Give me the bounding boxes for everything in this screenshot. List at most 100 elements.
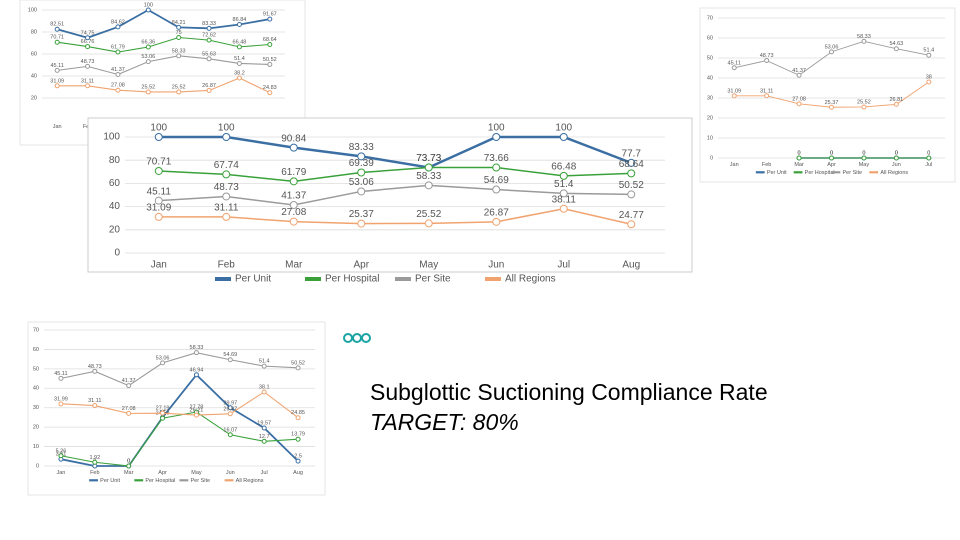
data-label: 50.52 xyxy=(263,57,277,63)
legend-label: Per Hospital xyxy=(145,478,175,484)
data-label: 2.5 xyxy=(294,454,302,460)
data-point xyxy=(295,365,301,371)
chart-background xyxy=(87,117,693,273)
legend-swatch xyxy=(224,479,234,482)
data-label: 66.48 xyxy=(233,39,247,45)
data-point xyxy=(206,37,212,43)
x-tick-label: Jul xyxy=(557,260,570,271)
data-label: 31.09 xyxy=(727,88,741,94)
y-tick-label: 30 xyxy=(33,405,39,411)
data-point xyxy=(126,383,132,389)
data-label: 51.4 xyxy=(259,359,270,365)
x-tick-label: Apr xyxy=(827,162,836,168)
data-point xyxy=(559,189,568,198)
y-tick-label: 40 xyxy=(31,73,37,79)
data-label: 91.67 xyxy=(263,12,277,18)
slide-title: Subglottic Suctioning Compliance Rate xyxy=(370,379,768,405)
legend-swatch xyxy=(134,479,144,482)
data-label: 0 xyxy=(127,459,130,465)
y-tick-label: 100 xyxy=(103,132,120,143)
data-point xyxy=(193,372,199,378)
data-label: 83.33 xyxy=(349,142,374,153)
y-tick-label: 40 xyxy=(707,75,713,81)
data-point xyxy=(492,185,501,194)
data-point xyxy=(267,90,273,96)
data-point xyxy=(295,415,301,421)
data-point xyxy=(154,196,163,205)
data-point xyxy=(222,192,231,201)
data-point xyxy=(54,26,60,32)
series-line xyxy=(60,373,299,467)
logo xyxy=(343,333,371,343)
data-point xyxy=(227,432,233,438)
data-label: 27.08 xyxy=(122,406,136,412)
series-line xyxy=(56,8,270,39)
legend-swatch xyxy=(179,479,189,482)
data-point xyxy=(295,458,301,464)
series-line xyxy=(158,166,632,183)
data-label: 24.83 xyxy=(263,85,277,91)
data-label: 0 xyxy=(127,459,130,465)
data-point xyxy=(206,87,212,93)
data-label: 100 xyxy=(555,123,572,134)
data-label: 77.7 xyxy=(622,149,642,160)
legend-swatch xyxy=(305,277,321,281)
data-label: 25.37 xyxy=(349,209,374,220)
data-label: 0 xyxy=(830,151,833,157)
data-label: 27.08 xyxy=(792,96,806,102)
y-tick-label: 100 xyxy=(28,7,37,13)
legend-swatch xyxy=(485,277,501,281)
data-point xyxy=(926,155,932,161)
data-label: 41.37 xyxy=(111,67,125,73)
data-label: 74.75 xyxy=(81,30,95,36)
data-label: 25.52 xyxy=(141,84,155,90)
data-point xyxy=(85,63,91,69)
data-label: 26.87 xyxy=(202,83,216,89)
series-line xyxy=(60,411,299,467)
x-tick-label: Jul xyxy=(261,470,268,476)
data-point xyxy=(115,49,121,55)
x-tick-label: Mar xyxy=(124,470,134,476)
data-point xyxy=(627,190,636,199)
data-point xyxy=(126,463,132,469)
y-tick-label: 70 xyxy=(33,327,39,333)
data-point xyxy=(627,220,636,229)
data-point xyxy=(829,155,834,161)
data-label: 24.77 xyxy=(619,210,644,221)
x-tick-label: Aug xyxy=(622,260,640,271)
y-tick-label: 10 xyxy=(707,135,713,141)
data-point xyxy=(145,59,151,65)
legend-label: Per Site xyxy=(191,478,211,484)
y-tick-label: 20 xyxy=(109,224,121,235)
data-label: 1.92 xyxy=(89,455,100,461)
data-label: 0 xyxy=(895,151,898,157)
x-tick-label: Mar xyxy=(285,260,303,271)
legend-swatch xyxy=(215,277,231,281)
data-label: 31.99 xyxy=(54,396,68,402)
data-label: 66.36 xyxy=(141,40,155,46)
legend-label: All Regions xyxy=(880,170,908,176)
data-point xyxy=(54,67,60,73)
data-point xyxy=(559,204,568,213)
series-line xyxy=(60,391,299,419)
data-label: 73.73 xyxy=(416,153,441,164)
data-point xyxy=(227,357,233,363)
legend-label: All Regions xyxy=(505,274,556,285)
data-label: 54.63 xyxy=(889,41,903,47)
series-line xyxy=(60,352,299,387)
data-point xyxy=(627,158,636,167)
x-tick-label: Jan xyxy=(57,470,66,476)
data-point xyxy=(559,171,568,180)
x-tick-label: Feb xyxy=(218,260,236,271)
series-line xyxy=(158,135,632,169)
data-label: 45.11 xyxy=(54,371,67,377)
data-label: 48.73 xyxy=(214,182,239,193)
data-point xyxy=(85,44,91,50)
slide-subtitle: TARGET: 80% xyxy=(370,409,519,435)
data-label: 61.79 xyxy=(281,167,306,178)
legend-label: Per Hospital xyxy=(325,274,379,285)
data-label: 31.11 xyxy=(760,88,773,94)
data-label: 82.51 xyxy=(50,22,64,28)
data-label: 68.64 xyxy=(619,159,644,170)
